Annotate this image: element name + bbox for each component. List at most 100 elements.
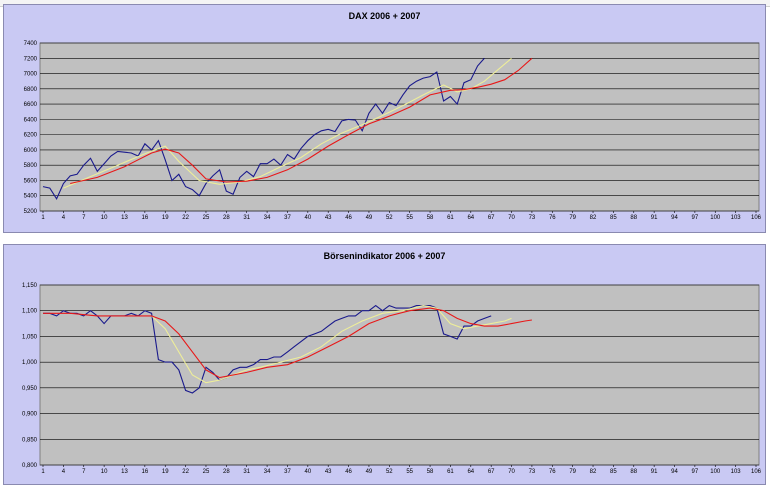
x-tick-label: 31	[243, 215, 250, 221]
x-tick-label: 22	[182, 215, 189, 221]
x-tick-label: 100	[710, 215, 721, 221]
x-tick-label: 106	[751, 469, 762, 475]
x-tick-label: 40	[304, 469, 311, 475]
x-tick-label: 79	[569, 469, 576, 475]
y-tick-label: 6400	[24, 117, 38, 123]
chart-title: Börsenindikator 2006 + 2007	[323, 251, 446, 261]
y-tick-label: 0,800	[22, 463, 38, 469]
x-tick-label: 67	[488, 469, 495, 475]
x-tick-label: 13	[121, 215, 128, 221]
x-tick-label: 19	[162, 469, 169, 475]
x-tick-label: 19	[162, 215, 169, 221]
x-tick-label: 46	[345, 215, 352, 221]
y-tick-label: 7000	[24, 72, 38, 78]
y-tick-label: 6600	[24, 102, 38, 108]
plot-area	[39, 42, 760, 212]
series-line-2	[151, 305, 512, 384]
y-tick-label: 5200	[24, 209, 38, 215]
x-tick-label: 70	[508, 215, 515, 221]
y-tick-label: 6200	[24, 133, 38, 139]
x-tick-label: 40	[304, 215, 311, 221]
x-tick-label: 25	[203, 469, 210, 475]
y-tick-label: 5800	[24, 163, 38, 169]
series-line-3	[43, 307, 532, 379]
x-tick-label: 16	[142, 215, 149, 221]
x-tick-label: 49	[366, 215, 373, 221]
x-tick-label: 1	[41, 215, 45, 221]
x-tick-label: 28	[223, 215, 230, 221]
series-line-2	[63, 57, 512, 189]
x-tick-label: 91	[651, 469, 658, 475]
y-tick-label: 1,150	[22, 283, 38, 289]
x-tick-label: 13	[121, 469, 128, 475]
x-tick-label: 94	[671, 469, 678, 475]
y-tick-label: 1,050	[22, 334, 38, 340]
y-tick-label: 1,100	[22, 309, 38, 315]
x-tick-label: 67	[488, 215, 495, 221]
x-tick-label: 73	[529, 215, 536, 221]
x-tick-label: 43	[325, 469, 332, 475]
x-tick-label: 4	[62, 469, 66, 475]
dax-chart-svg: 5200 5400 5600 5800 6000 6200 6400 6600 6800 7000…	[24, 41, 762, 221]
x-tick-label: 82	[590, 469, 597, 475]
y-tick-label: 5400	[24, 194, 38, 200]
x-tick-label: 70	[508, 469, 515, 475]
y-tick-label: 5600	[24, 178, 38, 184]
x-tick-label: 61	[447, 469, 454, 475]
x-tick-label: 94	[671, 215, 678, 221]
x-tick-label: 100	[710, 469, 721, 475]
x-tick-label: 28	[223, 469, 230, 475]
x-tick-label: 76	[549, 215, 556, 221]
x-tick-label: 7	[82, 469, 86, 475]
x-tick-label: 64	[467, 215, 474, 221]
series-line-1	[42, 57, 485, 200]
x-tick-label: 55	[406, 469, 413, 475]
y-tick-label: 6800	[24, 87, 38, 93]
x-tick-label: 88	[630, 469, 637, 475]
x-tick-label: 97	[692, 469, 699, 475]
y-tick-label: 7200	[24, 56, 38, 62]
x-tick-label: 34	[264, 469, 271, 475]
x-tick-label: 76	[549, 469, 556, 475]
x-tick-label: 58	[427, 469, 434, 475]
y-tick-label: 6000	[24, 148, 38, 154]
series-line-3	[70, 57, 533, 185]
x-tick-label: 82	[590, 215, 597, 221]
y-tick-label: 0,850	[22, 437, 38, 443]
x-tick-label: 34	[264, 215, 271, 221]
x-tick-label: 7	[82, 215, 86, 221]
y-tick-label: 0,950	[22, 386, 38, 392]
x-tick-label: 79	[569, 215, 576, 221]
x-tick-label: 43	[325, 215, 332, 221]
x-tick-label: 10	[101, 469, 108, 475]
x-tick-label: 52	[386, 215, 393, 221]
x-tick-label: 31	[243, 469, 250, 475]
dax-chart-panel[interactable]: DAX 2006 + 2007 5200 5400 5600 5800 6000 6200…	[3, 4, 766, 233]
x-tick-label: 16	[142, 469, 149, 475]
x-tick-label: 61	[447, 215, 454, 221]
x-tick-label: 52	[386, 469, 393, 475]
x-tick-label: 25	[203, 215, 210, 221]
y-tick-label: 1,000	[22, 360, 38, 366]
x-tick-label: 22	[182, 469, 189, 475]
x-tick-label: 85	[610, 215, 617, 221]
x-tick-label: 85	[610, 469, 617, 475]
plot-area	[39, 284, 760, 466]
x-tick-label: 73	[529, 469, 536, 475]
boersenindikator-chart-svg: 0,800 0,850 0,900 0,950 1,000 1,050 1,100 1,150…	[22, 283, 762, 475]
x-tick-label: 88	[630, 215, 637, 221]
x-tick-label: 103	[731, 469, 742, 475]
x-tick-label: 97	[692, 215, 699, 221]
x-tick-label: 1	[41, 469, 45, 475]
x-tick-label: 4	[62, 215, 66, 221]
x-tick-label: 49	[366, 469, 373, 475]
y-tick-label: 0,900	[22, 412, 38, 418]
x-tick-label: 64	[467, 469, 474, 475]
x-tick-label: 37	[284, 469, 291, 475]
x-tick-label: 46	[345, 469, 352, 475]
x-tick-label: 106	[751, 215, 762, 221]
boersenindikator-chart-panel[interactable]: Börsenindikator 2006 + 2007 0,800 0,850 0,…	[3, 244, 766, 485]
y-tick-label: 7400	[24, 41, 38, 47]
x-tick-label: 58	[427, 215, 434, 221]
x-tick-label: 91	[651, 215, 658, 221]
